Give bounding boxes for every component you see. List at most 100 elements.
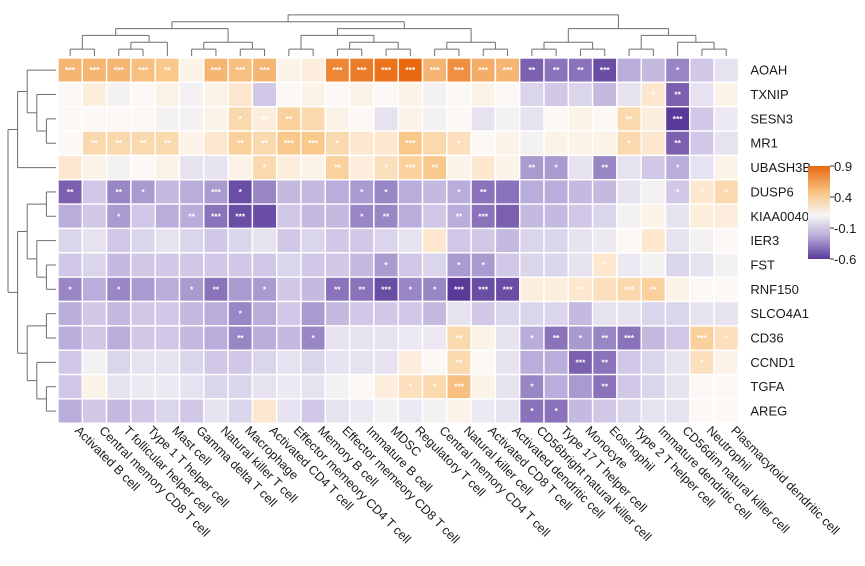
heatmap-cell: [713, 81, 740, 108]
significance-mark: **: [456, 357, 463, 367]
heatmap-cell: [227, 300, 254, 327]
significance-mark: *: [68, 284, 72, 294]
heatmap-cell: [591, 179, 618, 205]
heatmap-cell: [519, 300, 545, 327]
significance-mark: ***: [235, 211, 246, 221]
heatmap-cell: [324, 398, 351, 424]
heatmap-cell: [397, 227, 424, 254]
heatmap-cell: [397, 349, 424, 376]
significance-mark: **: [577, 65, 584, 75]
colorbar-tick-label: -0.6: [834, 252, 856, 267]
heatmap-cell: [154, 300, 181, 327]
heatmap-cell: [421, 130, 448, 157]
heatmap-cell: [519, 105, 545, 132]
row-label: DUSP6: [750, 184, 793, 199]
heatmap-cell: [130, 105, 156, 132]
heatmap-cell: [519, 227, 545, 254]
heatmap-cell: [130, 81, 156, 108]
heatmap-cell: [348, 349, 375, 376]
heatmap-cell: [689, 154, 715, 181]
significance-mark: ***: [89, 65, 100, 75]
heatmap-cell: [57, 349, 83, 376]
heatmap-cell: [154, 325, 181, 351]
heatmap-cell: [689, 81, 715, 108]
heatmap-cell: [300, 373, 326, 400]
heatmap-cell: [543, 252, 569, 278]
heatmap-cell: [397, 252, 424, 278]
heatmap-cell: [178, 398, 205, 424]
heatmap-cell: [276, 105, 302, 132]
significance-mark: ***: [114, 65, 125, 75]
heatmap-cell: [300, 130, 326, 157]
heatmap-cell: [567, 227, 594, 254]
heatmap-cell: [348, 203, 375, 230]
heatmap-cell: [300, 227, 326, 254]
heatmap-cell: [324, 252, 351, 278]
heatmap-cell: [397, 203, 424, 230]
heatmap-cell: [81, 300, 108, 327]
heatmap-cell: [276, 349, 302, 376]
heatmap-cell: [81, 325, 108, 351]
row-label: UBASH3B: [750, 160, 811, 175]
heatmap-cell: [664, 227, 691, 254]
heatmap-cell: [373, 81, 399, 108]
heatmap-cell: [689, 276, 715, 303]
heatmap-cell: [446, 300, 472, 327]
row-label: AOAH: [750, 63, 787, 78]
heatmap-cell: [446, 373, 472, 400]
heatmap-cell: [640, 325, 667, 351]
heatmap-cell: [324, 81, 351, 108]
significance-mark: **: [480, 187, 487, 197]
heatmap-cell: [421, 300, 448, 327]
heatmap-cell: [713, 325, 740, 351]
heatmap-cell: [470, 105, 497, 132]
heatmap-cell: [421, 179, 448, 205]
heatmap-cell: [713, 154, 740, 181]
heatmap-cell: [324, 325, 351, 351]
heatmap-cell: [57, 81, 83, 108]
significance-mark: *: [725, 333, 729, 343]
heatmap-cell: [105, 398, 132, 424]
heatmap-cell: [348, 398, 375, 424]
heatmap-cell: [664, 203, 691, 230]
heatmap-cell: [178, 57, 205, 84]
significance-mark: *: [117, 284, 121, 294]
heatmap-cell: [640, 105, 667, 132]
heatmap-cell: [616, 398, 642, 424]
heatmap-cell: [664, 398, 691, 424]
heatmap-cell: [470, 130, 497, 157]
heatmap-cell: [494, 373, 521, 400]
significance-mark: ***: [503, 284, 514, 294]
significance-mark: *: [117, 211, 121, 221]
heatmap-cell: [421, 105, 448, 132]
heatmap-cell: [494, 325, 521, 351]
significance-mark: **: [334, 163, 341, 173]
heatmap-cell: [591, 349, 618, 376]
heatmap-cell: [664, 276, 691, 303]
significance-mark: *: [700, 357, 704, 367]
heatmap-cell: [446, 81, 472, 108]
heatmap-cell: [227, 81, 254, 108]
significance-mark: *: [409, 284, 413, 294]
heatmap-cell: [664, 130, 691, 157]
heatmap-cell: [251, 130, 278, 157]
heatmap-cell: [57, 373, 83, 400]
heatmap-cell: [348, 81, 375, 108]
significance-mark: ***: [381, 65, 392, 75]
heatmap-cell: [616, 300, 642, 327]
heatmap-cell: [446, 227, 472, 254]
heatmap-cell: [567, 105, 594, 132]
heatmap-cell: [397, 105, 424, 132]
significance-mark: *: [239, 309, 243, 319]
heatmap-cell: [713, 349, 740, 376]
heatmap-cell: [57, 300, 83, 327]
heatmap-cell: [591, 398, 618, 424]
heatmap-cell: [324, 57, 351, 84]
heatmap-cell: [373, 300, 399, 327]
heatmap-cell: [689, 300, 715, 327]
significance-mark: **: [213, 284, 220, 294]
significance-mark: **: [650, 284, 657, 294]
heatmap-cell: [567, 179, 594, 205]
heatmap-cell: [251, 105, 278, 132]
heatmap-cell: [251, 300, 278, 327]
